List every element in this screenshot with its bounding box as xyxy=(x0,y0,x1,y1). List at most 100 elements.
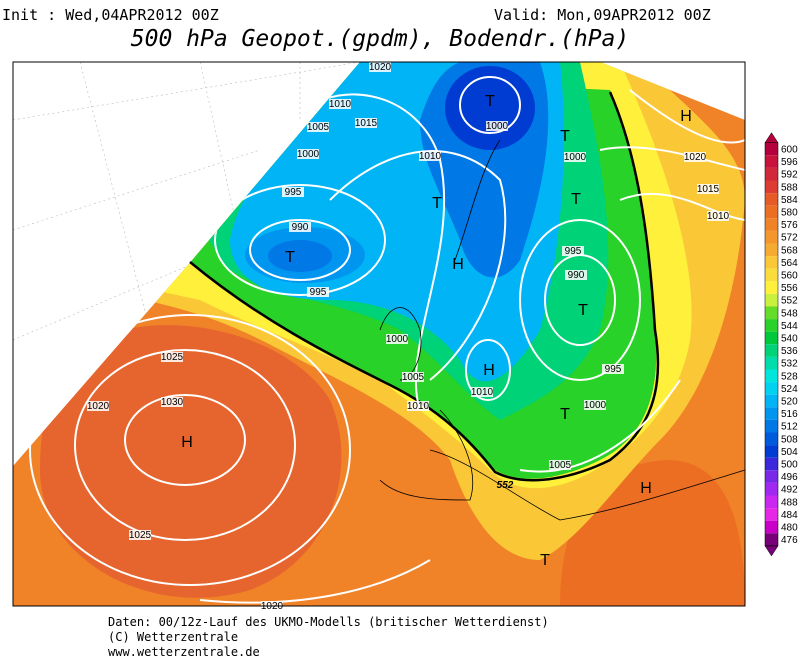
isobar-label-bg xyxy=(297,149,319,159)
pressure-center: T xyxy=(540,552,550,569)
colorbar-band xyxy=(765,508,778,521)
isobar-label: 1000 xyxy=(584,400,607,411)
colorbar-band xyxy=(765,293,778,307)
pressure-center: T xyxy=(571,191,581,208)
isobar-label-bg xyxy=(369,62,391,72)
colorbar-label: 540 xyxy=(781,334,798,345)
pressure-center: T xyxy=(578,302,588,319)
colorbar-label: 520 xyxy=(781,397,798,408)
colorbar-band xyxy=(765,344,778,357)
colorbar-band xyxy=(765,205,778,219)
isobar-label-bg xyxy=(549,460,571,470)
isobar-label: 1000 xyxy=(297,149,320,160)
isobar-label: 1015 xyxy=(697,184,720,195)
isobar-label: 1025 xyxy=(129,530,152,541)
colorbar-label: 596 xyxy=(781,157,798,168)
isobar-label: 995 xyxy=(565,246,582,257)
colorbar-band xyxy=(765,142,778,156)
colorbar-label: 580 xyxy=(781,208,798,219)
valid-time: Valid: Mon,09APR2012 00Z xyxy=(494,6,711,24)
isobar-label: 1020 xyxy=(684,152,707,163)
colorbar-band xyxy=(765,180,778,194)
map-border xyxy=(12,61,746,607)
colorbar-band xyxy=(765,243,778,257)
colorbar-label: 500 xyxy=(781,460,798,471)
colorbar-label: 560 xyxy=(781,271,798,282)
colorbar-label: 504 xyxy=(781,447,798,458)
isobar-label-bg xyxy=(161,352,183,362)
colorbar-label: 532 xyxy=(781,359,798,370)
colorbar-band xyxy=(765,470,778,483)
colorbar-label: 568 xyxy=(781,245,798,256)
isobar-label: 1010 xyxy=(329,99,352,110)
isobar-label-bg xyxy=(289,222,311,232)
colorbar-band xyxy=(765,407,778,420)
colorbar-label: 548 xyxy=(781,308,798,319)
pressure-center: H xyxy=(181,434,193,451)
isobar-label-bg xyxy=(87,401,109,411)
colorbar-label: 576 xyxy=(781,220,798,231)
pressure-center: H xyxy=(640,480,652,497)
colorbar-band xyxy=(765,495,778,509)
isobar-label-bg xyxy=(471,387,493,397)
isobar-label: 995 xyxy=(605,364,622,375)
colorbar-label: 588 xyxy=(781,182,798,193)
colorbar-band xyxy=(765,520,778,534)
isobar-label: 1010 xyxy=(707,211,730,222)
isobar-label: 995 xyxy=(310,287,327,298)
contour-label: 552 xyxy=(497,480,514,491)
colorbar-label: 564 xyxy=(781,258,798,269)
isobar-label-bg xyxy=(386,334,408,344)
pressure-center: T xyxy=(285,249,295,266)
isobar-label-bg xyxy=(355,118,377,128)
colorbar-cap xyxy=(764,132,779,143)
colorbar-label: 476 xyxy=(781,535,798,546)
colorbar-label: 536 xyxy=(781,346,798,357)
isobar-label: 1015 xyxy=(355,118,378,129)
colorbar-band xyxy=(765,331,778,345)
isobar-label: 1020 xyxy=(87,401,110,412)
colorbar-band xyxy=(765,155,778,168)
colorbar-band xyxy=(765,167,778,181)
colorbar-label: 516 xyxy=(781,409,798,420)
isobar-label-bg xyxy=(307,287,329,297)
isobar-label: 1005 xyxy=(402,372,425,383)
pressure-center: T xyxy=(560,406,570,423)
isobar-label-bg xyxy=(707,211,729,221)
pressure-center: H xyxy=(680,108,692,125)
isobar-label-bg xyxy=(329,99,351,109)
colorbar-label: 524 xyxy=(781,384,798,395)
isobar-label-bg xyxy=(565,270,587,280)
colorbar-label: 484 xyxy=(781,510,798,521)
colorbar-label: 552 xyxy=(781,296,798,307)
colorbar-band xyxy=(765,382,778,395)
colorbar-label: 556 xyxy=(781,283,798,294)
isobar-label: 1000 xyxy=(386,334,409,345)
isobar-label-bg xyxy=(129,530,151,540)
pressure-center: H xyxy=(452,256,464,273)
colorbar-label: 544 xyxy=(781,321,798,332)
colorbar-band xyxy=(765,306,778,320)
isobar-label-bg xyxy=(684,152,706,162)
isobar-label-bg xyxy=(419,151,441,161)
isobar-label-bg xyxy=(697,184,719,194)
isobar-label-bg xyxy=(602,364,624,374)
colorbar-band xyxy=(765,281,778,294)
colorbar-label: 512 xyxy=(781,422,798,433)
isobar-label-bg xyxy=(402,372,424,382)
isobar-label: 1005 xyxy=(549,460,572,471)
colorbar-band xyxy=(765,445,778,458)
pressure-center: H xyxy=(483,362,495,379)
isobar-label: 1020 xyxy=(369,62,392,73)
pressure-center: T xyxy=(432,195,442,212)
colorbar-band xyxy=(765,419,778,433)
footer-line: (C) Wetterzentrale xyxy=(108,630,238,644)
isobar-label-bg xyxy=(486,121,508,131)
colorbar-band xyxy=(765,432,778,446)
isobar-label-bg xyxy=(407,401,429,411)
colorbar-band xyxy=(765,218,778,231)
contour-552 xyxy=(189,91,660,482)
isobar-label: 1000 xyxy=(486,121,509,132)
colorbar-band xyxy=(765,230,778,244)
